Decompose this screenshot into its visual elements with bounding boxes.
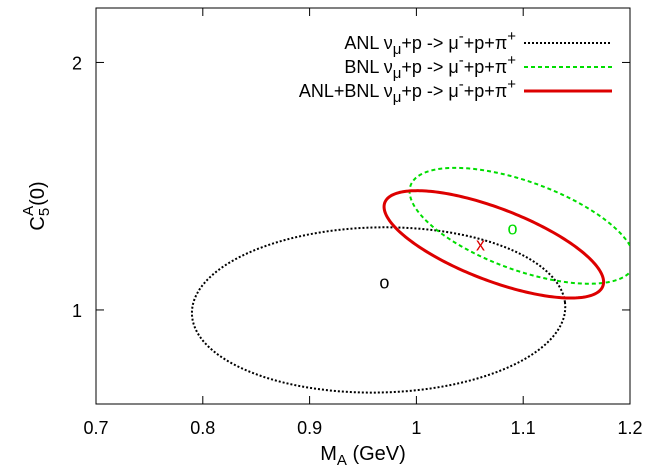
contour-series-2 (408, 166, 630, 285)
x-tick-label: 0.7 (83, 418, 108, 438)
best-fit-marker-3: x (476, 234, 485, 254)
legend: ANL νμ+p -> μ-+p+π+BNL νμ+p -> μ-+p+π+AN… (299, 28, 612, 106)
plot-frame (95, 7, 631, 405)
contour-series-1 (190, 226, 567, 394)
y-tick-label: 1 (72, 301, 82, 321)
y-axis-label-sup: A (20, 206, 37, 216)
plot-border (95, 7, 631, 405)
best-fit-marker-2: o (508, 218, 518, 238)
legend-label-3: ANL+BNL νμ+p -> μ-+p+π+ (299, 76, 516, 106)
y-axis-label-main: C (27, 216, 49, 230)
best-fit-marker-1: o (379, 273, 389, 293)
x-axis-label-sub: A (337, 452, 347, 466)
x-axis-label-main: M (320, 443, 337, 465)
x-tick-label: 1.1 (511, 418, 536, 438)
contour-series-3 (382, 189, 606, 300)
y-tick-label: 2 (72, 53, 82, 73)
y-axis-label: C5A(0) (20, 181, 53, 230)
x-axis-label-unit: (GeV) (347, 443, 406, 465)
legend-label-1: ANL νμ+p -> μ-+p+π+ (344, 28, 516, 58)
x-tick-label: 0.8 (190, 418, 215, 438)
svg-text:C5A(0): C5A(0) (20, 181, 53, 230)
best-fit-markers: o o x (379, 218, 517, 292)
x-tick-label: 0.9 (297, 418, 322, 438)
x-tick-label: 1.2 (617, 418, 642, 438)
legend-label-2: BNL νμ+p -> μ-+p+π+ (344, 52, 516, 82)
y-axis-label-sub: 5 (36, 208, 53, 216)
x-tick-label: 1 (411, 418, 421, 438)
contours (190, 166, 630, 394)
y-axis-label-arg: (0) (27, 181, 49, 205)
axis-ticks: 0.7 0.8 0.9 1 1.1 1.2 1 2 (72, 8, 643, 438)
x-axis-label: MA (GeV) (320, 443, 406, 466)
